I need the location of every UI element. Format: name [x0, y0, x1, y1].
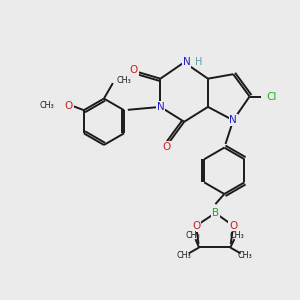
Text: B: B [212, 208, 219, 218]
Text: CH₃: CH₃ [116, 76, 131, 85]
Text: O: O [229, 221, 237, 231]
Text: CH₃: CH₃ [186, 230, 200, 239]
Text: O: O [130, 65, 138, 75]
Text: CH₃: CH₃ [230, 230, 244, 239]
Text: CH₃: CH₃ [238, 251, 253, 260]
Text: O: O [65, 101, 73, 111]
Text: Cl: Cl [267, 92, 277, 101]
Text: CH₃: CH₃ [177, 251, 192, 260]
Text: H: H [195, 57, 202, 67]
Text: CH₃: CH₃ [39, 100, 54, 109]
Text: O: O [192, 221, 200, 231]
Text: O: O [162, 142, 170, 152]
Text: N: N [229, 115, 237, 125]
Text: N: N [157, 102, 164, 112]
Text: N: N [183, 57, 190, 67]
